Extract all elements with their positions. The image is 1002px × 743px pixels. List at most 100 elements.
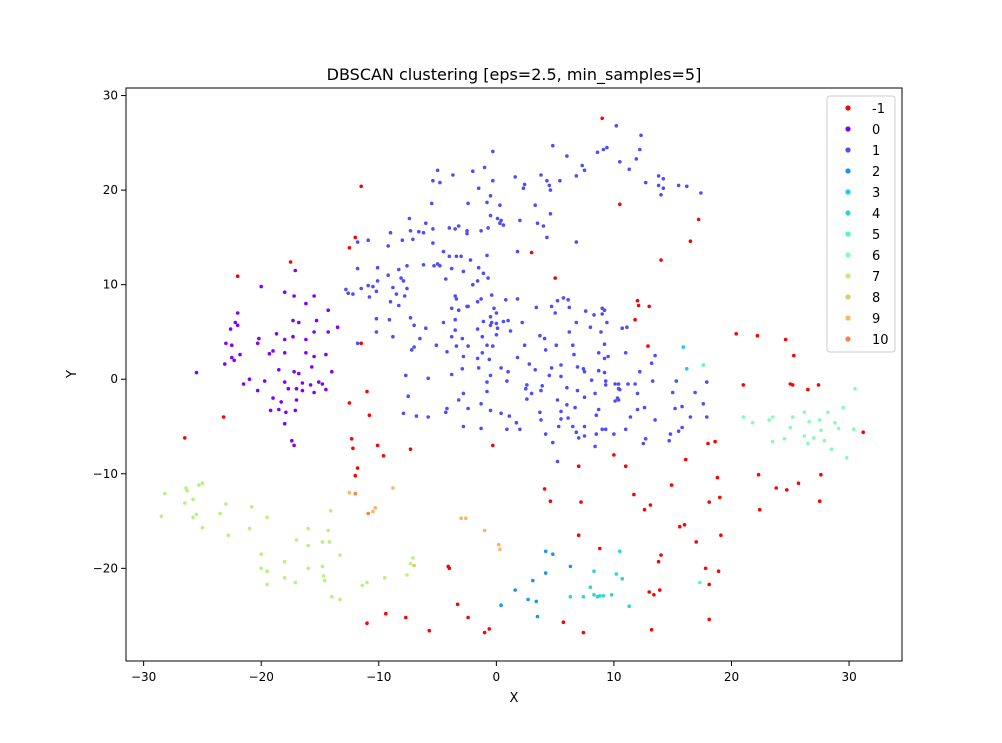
data-point	[277, 407, 281, 412]
data-point	[408, 447, 413, 452]
data-point	[543, 549, 548, 554]
data-point	[574, 320, 579, 325]
data-point	[235, 323, 240, 328]
data-point	[294, 398, 299, 402]
data-point	[698, 580, 702, 585]
data-point	[656, 174, 661, 178]
data-point	[304, 337, 308, 342]
data-point	[401, 411, 406, 416]
data-point	[391, 334, 395, 339]
data-point	[561, 620, 566, 624]
data-point	[338, 553, 342, 557]
data-point	[770, 415, 775, 419]
data-point	[642, 405, 647, 410]
y-tick-label: 0	[110, 372, 118, 386]
data-point	[317, 380, 321, 384]
data-point	[638, 369, 642, 374]
data-point	[661, 186, 666, 190]
data-point	[320, 382, 325, 386]
data-point	[554, 343, 559, 348]
data-point	[515, 249, 520, 254]
data-point	[194, 512, 199, 517]
data-point	[688, 239, 693, 243]
data-point	[614, 124, 619, 128]
data-point	[680, 404, 684, 409]
data-point	[479, 426, 483, 431]
data-point	[853, 386, 857, 391]
series-5-points	[568, 549, 631, 608]
data-point	[471, 169, 475, 173]
data-point	[475, 356, 480, 361]
data-point	[489, 320, 494, 325]
data-point	[461, 269, 466, 274]
data-point	[328, 508, 333, 513]
data-point	[230, 343, 234, 348]
data-point	[426, 376, 431, 381]
legend-items: -1 0 1 2 3 4 5 6 7 8 9 10	[845, 102, 889, 348]
data-point	[715, 475, 720, 480]
data-point	[755, 333, 760, 338]
data-point	[576, 436, 581, 440]
data-point	[628, 415, 633, 419]
data-point	[836, 426, 841, 431]
data-point	[625, 325, 629, 330]
x-tick-label: 10	[606, 670, 621, 684]
data-point	[676, 183, 681, 188]
data-point	[466, 615, 470, 620]
data-point	[360, 583, 365, 588]
data-point	[618, 202, 622, 207]
y-axis-ticks: −20 −10 0 10 20 30	[93, 89, 126, 575]
data-point	[542, 336, 547, 341]
data-point	[696, 217, 701, 222]
legend-label: 1	[872, 144, 880, 159]
data-point	[600, 116, 604, 121]
data-point	[579, 500, 583, 504]
data-point	[375, 443, 380, 448]
data-point	[480, 351, 485, 355]
data-point	[453, 294, 458, 298]
data-point	[374, 289, 379, 294]
data-point	[461, 424, 466, 429]
data-point	[375, 279, 380, 283]
data-point	[488, 213, 493, 218]
data-point	[545, 235, 549, 240]
data-point	[347, 401, 352, 405]
data-point	[524, 386, 528, 391]
data-point	[399, 276, 403, 280]
data-point	[335, 325, 340, 330]
data-point	[456, 398, 461, 402]
data-point	[449, 334, 454, 339]
data-point	[623, 351, 628, 355]
data-point	[533, 203, 537, 207]
data-point	[635, 407, 640, 412]
data-point	[673, 406, 677, 411]
data-point	[418, 336, 422, 341]
data-point	[438, 264, 442, 268]
data-point	[515, 297, 520, 301]
data-point	[408, 229, 413, 233]
data-point	[707, 617, 711, 622]
legend-marker	[845, 126, 851, 132]
data-point	[602, 370, 607, 375]
data-point	[592, 593, 596, 597]
data-point	[407, 216, 412, 221]
legend-marker	[845, 147, 851, 153]
x-tick-label: −30	[131, 670, 156, 684]
data-point	[259, 566, 264, 571]
data-point	[431, 227, 435, 231]
data-point	[614, 572, 619, 576]
data-point	[479, 229, 483, 233]
data-point	[460, 367, 465, 371]
data-point	[488, 373, 493, 378]
data-point	[592, 569, 596, 573]
x-tick-label: 0	[493, 670, 501, 684]
data-point	[411, 237, 415, 242]
data-point	[290, 438, 294, 443]
data-point	[250, 505, 254, 509]
data-point	[548, 212, 553, 216]
data-point	[499, 366, 503, 370]
data-point	[324, 352, 328, 357]
data-point	[565, 154, 569, 158]
data-point	[375, 265, 380, 270]
data-point	[466, 344, 470, 348]
